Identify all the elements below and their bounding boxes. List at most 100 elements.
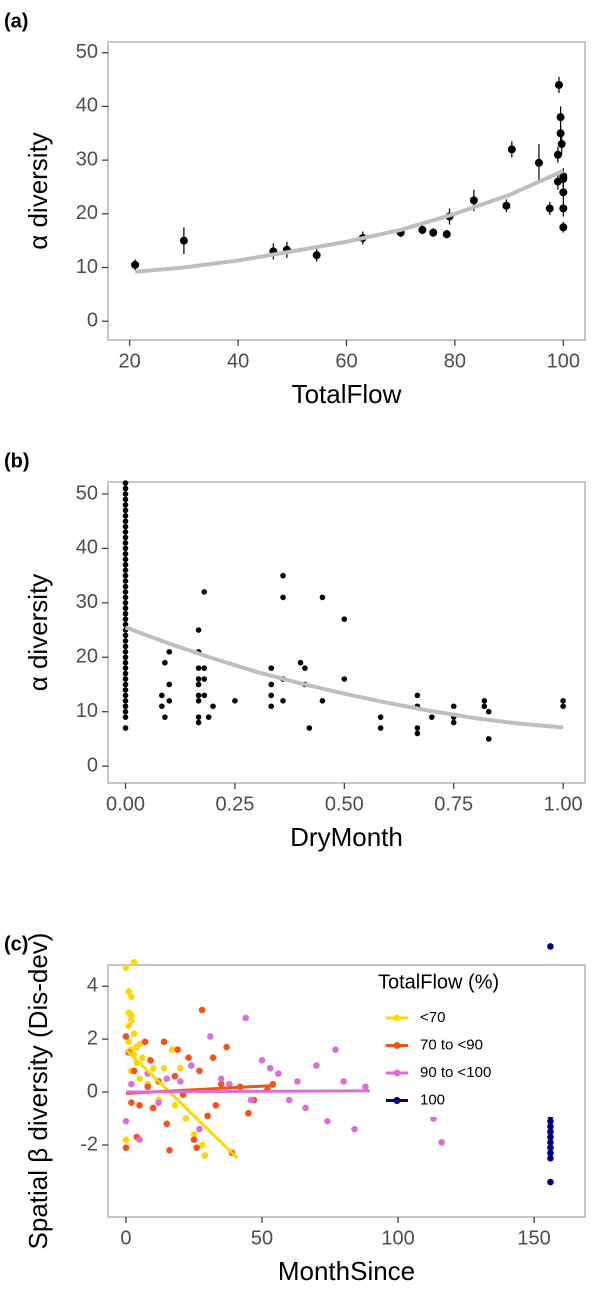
point (122, 725, 129, 731)
point (205, 714, 212, 720)
x-tick-label: 100 (381, 1227, 414, 1249)
y-tick-label: 20 (76, 646, 98, 668)
point (312, 251, 321, 260)
plot-frame (107, 964, 586, 1218)
legend-label: 70 to <90 (420, 1036, 483, 1053)
point (122, 659, 129, 666)
point (547, 1154, 554, 1162)
point (122, 605, 129, 612)
point (507, 145, 516, 154)
point (159, 703, 165, 710)
point (560, 703, 566, 710)
point (185, 1054, 192, 1061)
point (122, 496, 129, 503)
x-tick-label: 40 (227, 350, 249, 372)
point (162, 659, 168, 666)
point (196, 1125, 203, 1133)
point (547, 943, 554, 950)
point (163, 1075, 171, 1083)
point (128, 1080, 135, 1088)
point (136, 1075, 143, 1083)
point (122, 692, 129, 699)
y-axis-title: Spatial β diversity (Dis-dev) (23, 933, 53, 1250)
legend-label: <70 (420, 1009, 445, 1026)
point (166, 1146, 173, 1154)
point (547, 1144, 554, 1151)
point (122, 583, 129, 590)
point (351, 1125, 358, 1133)
point (502, 201, 511, 210)
point (485, 708, 492, 715)
point (122, 703, 129, 710)
x-tick-label: 80 (444, 350, 466, 372)
point (559, 174, 568, 183)
point (414, 692, 421, 699)
point (324, 1117, 331, 1125)
point (136, 1041, 143, 1048)
point (207, 1033, 214, 1040)
plot-frame (107, 481, 586, 784)
point (418, 225, 427, 234)
y-axis-title: α diversity (23, 574, 53, 692)
x-tick-label: 0.00 (106, 793, 145, 815)
y-tick-label: 4 (87, 974, 98, 996)
point (557, 140, 566, 149)
point (122, 540, 129, 546)
point (195, 719, 202, 726)
point (258, 1056, 266, 1064)
point (201, 1152, 209, 1159)
point (442, 230, 451, 239)
y-tick-label: 10 (76, 256, 98, 278)
point (554, 80, 563, 89)
x-tick-label: 60 (335, 350, 357, 372)
y-tick-label: 50 (76, 482, 98, 504)
point (209, 1054, 217, 1061)
x-tick-label: 20 (119, 350, 141, 372)
point (313, 1062, 320, 1069)
y-tick-label: 40 (76, 95, 98, 117)
point (136, 1101, 143, 1109)
legend-label: 90 to <100 (420, 1064, 491, 1081)
point (131, 260, 140, 269)
point (196, 1067, 203, 1075)
point (122, 676, 129, 682)
x-tick-label: 1.00 (544, 793, 583, 815)
trend-line (124, 625, 564, 730)
point (210, 703, 216, 710)
point (201, 589, 208, 595)
point (122, 572, 129, 579)
point (122, 698, 129, 704)
point (559, 188, 568, 197)
point (341, 616, 348, 622)
point (122, 687, 129, 693)
point (171, 1101, 179, 1109)
point (195, 698, 202, 704)
point (177, 1064, 184, 1072)
point (128, 993, 135, 1001)
point (280, 698, 286, 704)
point (195, 665, 202, 671)
point (166, 681, 173, 688)
y-tick-label: 10 (76, 700, 98, 722)
point (556, 129, 565, 138)
point (195, 714, 202, 720)
point (122, 708, 129, 715)
x-tick-label: 0.75 (434, 793, 473, 815)
point (429, 228, 438, 237)
point (122, 594, 129, 601)
point (122, 649, 129, 655)
point (226, 1080, 233, 1088)
point (481, 698, 488, 704)
y-tick-label: 0 (87, 754, 98, 776)
x-tick-label: 50 (251, 1227, 273, 1249)
point (122, 654, 129, 661)
point (242, 1014, 249, 1022)
point (166, 649, 173, 655)
y-tick-label: 20 (76, 202, 98, 224)
point (266, 1064, 274, 1072)
point (559, 204, 568, 213)
point (130, 959, 138, 966)
point (122, 964, 130, 971)
point (174, 1046, 181, 1054)
x-axis-title: DryMonth (290, 822, 403, 852)
